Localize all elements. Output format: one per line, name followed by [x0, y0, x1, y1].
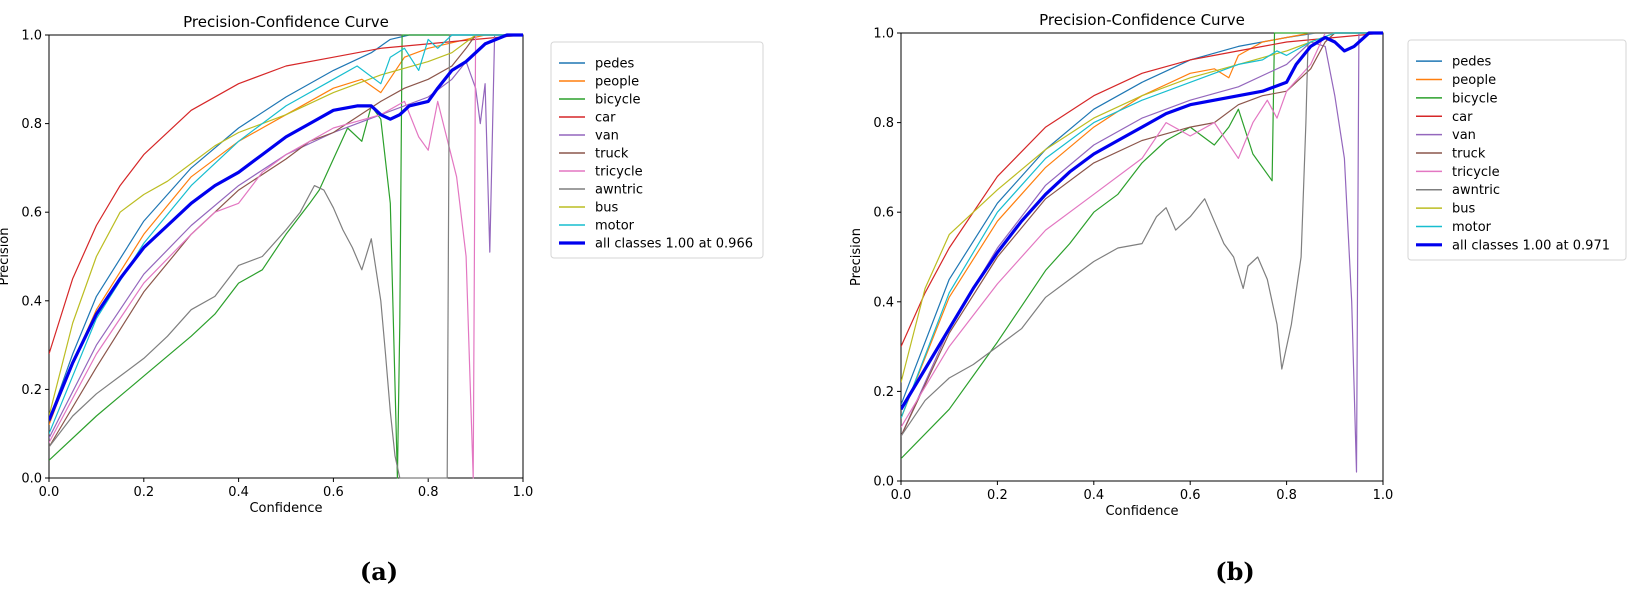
legend-label-motor: motor	[595, 219, 635, 234]
legend-label-bus: bus	[1452, 202, 1475, 217]
plot-frame	[900, 32, 1384, 482]
series-line-people	[901, 32, 1383, 419]
y-tick-label: 0.4	[873, 295, 894, 310]
x-tick-label: 1.0	[1373, 488, 1394, 503]
legend-label-pedes: pedes	[1452, 55, 1492, 70]
series-group	[901, 31, 1384, 473]
series-line-van	[49, 34, 523, 439]
legend-label-car: car	[1452, 110, 1473, 125]
x-tick-label: 0.2	[133, 485, 154, 500]
series-line-tricycle	[49, 34, 523, 479]
legend-label-all: all classes 1.00 at 0.971	[1452, 238, 1610, 253]
series-line-people	[49, 34, 523, 426]
series-line-awntric	[901, 32, 1383, 437]
legend-box	[550, 41, 764, 259]
x-tick-label: 0.0	[39, 485, 60, 500]
x-tick-label: 0.8	[1276, 488, 1297, 503]
chart-title: Precision-Confidence Curve	[1039, 11, 1245, 29]
x-tick-label: 0.4	[1083, 488, 1104, 503]
legend: pedes people bicycle car van truck tricycle awn…	[1407, 39, 1627, 261]
legend-label-pedes: pedes	[595, 57, 635, 72]
y-tick-label: 0.2	[873, 385, 894, 400]
series-line-pedes	[49, 34, 523, 421]
legend-label-truck: truck	[1452, 147, 1486, 162]
x-axis-label: Confidence	[1105, 504, 1178, 519]
legend-label-awntric: awntric	[595, 183, 643, 198]
y-tick-label: 1.0	[21, 29, 42, 44]
y-tick-label: 0.0	[21, 472, 42, 487]
legend-label-bicycle: bicycle	[1452, 91, 1497, 106]
legend-label-bus: bus	[595, 201, 618, 216]
y-axis-label: Precision	[0, 227, 12, 285]
series-line-motor	[901, 32, 1383, 419]
x-tick-label: 0.8	[418, 485, 439, 500]
panel-caption: (a)	[360, 557, 398, 586]
y-tick-label: 0.2	[21, 383, 42, 398]
plot-frame	[48, 34, 524, 479]
legend-label-truck: truck	[595, 147, 629, 162]
series-line-bicycle	[901, 32, 1383, 460]
legend-label-people: people	[595, 75, 639, 90]
series-line-awntric	[49, 34, 523, 479]
y-tick-label: 0.0	[873, 475, 894, 490]
series-line-truck	[49, 34, 523, 448]
chart-title: Precision-Confidence Curve	[183, 13, 389, 31]
series-line-bus	[901, 32, 1383, 383]
legend-label-awntric: awntric	[1452, 183, 1500, 198]
series-line-tricycle	[901, 32, 1383, 428]
legend-label-tricycle: tricycle	[595, 165, 643, 180]
series-line-all	[901, 31, 1383, 411]
legend-label-van: van	[1452, 128, 1476, 143]
x-tick-label: 0.6	[323, 485, 344, 500]
series-line-all	[49, 33, 523, 422]
legend-label-car: car	[595, 111, 616, 126]
legend-label-motor: motor	[1452, 220, 1492, 235]
y-tick-label: 0.4	[21, 294, 42, 309]
series-line-bicycle	[49, 34, 523, 479]
y-tick-label: 0.8	[873, 116, 894, 131]
series-line-car	[49, 34, 524, 355]
series-group	[49, 33, 524, 479]
x-tick-label: 0.4	[228, 485, 249, 500]
series-line-car	[901, 32, 1384, 347]
series-line-van	[901, 32, 1383, 473]
x-tick-label: 0.6	[1180, 488, 1201, 503]
chart-panel-a: Precision-Confidence Curve 0.00.0 0.2 0.2 0.…	[0, 13, 764, 586]
series-line-bus	[49, 34, 523, 417]
legend-box	[1407, 39, 1627, 261]
chart-panel-b: Precision-Confidence Curve 0.00.0 0.2 0.2 0.…	[849, 11, 1627, 586]
y-axis-label: Precision	[849, 228, 864, 286]
series-line-motor	[49, 34, 523, 434]
x-axis-label: Confidence	[249, 501, 322, 516]
panel-caption: (b)	[1215, 557, 1255, 586]
x-tick-label: 1.0	[513, 485, 534, 500]
legend-label-bicycle: bicycle	[595, 93, 640, 108]
y-tick-label: 1.0	[873, 27, 894, 42]
legend-label-van: van	[595, 129, 619, 144]
legend-label-tricycle: tricycle	[1452, 165, 1500, 180]
legend-label-people: people	[1452, 73, 1496, 88]
x-tick-label: 0.0	[891, 488, 912, 503]
y-tick-label: 0.6	[21, 206, 42, 221]
x-tick-label: 0.2	[987, 488, 1008, 503]
series-line-pedes	[901, 32, 1383, 406]
legend-label-all: all classes 1.00 at 0.966	[595, 237, 753, 252]
legend: pedes people bicycle car van truck tricycle awn…	[550, 41, 764, 259]
y-tick-label: 0.8	[21, 117, 42, 132]
y-tick-label: 0.6	[873, 206, 894, 221]
